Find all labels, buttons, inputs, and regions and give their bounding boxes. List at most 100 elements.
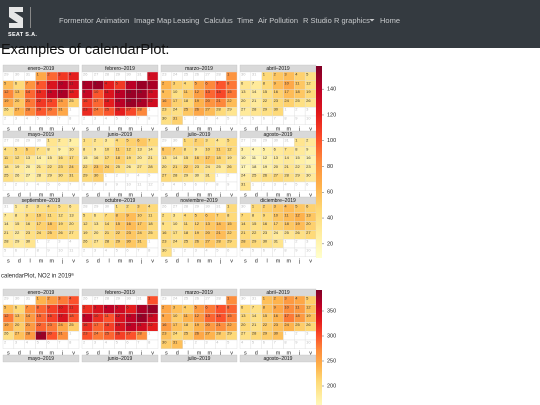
- nav-link[interactable]: Leasing: [173, 16, 200, 25]
- day-label: 17: [105, 155, 110, 160]
- other-day-label: 2: [263, 181, 266, 186]
- other-day-label: 5: [216, 247, 219, 252]
- day-label: 12: [4, 313, 9, 318]
- day-label: 25: [69, 98, 74, 103]
- weekday-label: v: [230, 192, 233, 198]
- day-label: 14: [252, 89, 257, 94]
- day-label: 31: [137, 239, 142, 244]
- day-label: 30: [274, 107, 279, 112]
- other-day-label: 6: [227, 247, 230, 252]
- nav-link[interactable]: Calculus: [204, 16, 233, 25]
- day-label: 9: [263, 212, 266, 217]
- day-label: 11: [105, 313, 110, 318]
- other-day-label: 2: [15, 181, 18, 186]
- day-label: 23: [263, 230, 268, 235]
- day-label: 12: [83, 221, 88, 226]
- weekday-label: v: [151, 258, 154, 264]
- nav-link[interactable]: Image Map: [134, 16, 172, 25]
- month-title: octubre–2019: [105, 198, 136, 204]
- day-label: 7: [252, 304, 255, 309]
- day-label: 4: [4, 146, 7, 151]
- nav-dropdown[interactable]: R graphics: [334, 16, 370, 25]
- other-day-label: 4: [105, 247, 108, 252]
- day-label: 20: [205, 98, 210, 103]
- day-label: 14: [137, 89, 142, 94]
- other-day-label: 8: [284, 247, 287, 252]
- nav-link[interactable]: Home: [380, 16, 401, 25]
- other-day-label: 31: [216, 203, 221, 208]
- day-label: 26: [195, 239, 200, 244]
- day-label: 15: [47, 155, 52, 160]
- day-label: 14: [4, 221, 9, 226]
- day-label: 1: [83, 137, 86, 142]
- day-label: 24: [173, 239, 178, 244]
- day-label: 24: [94, 107, 99, 112]
- day-label: 9: [274, 304, 277, 309]
- day-label: 9: [162, 313, 165, 318]
- day-label: 29: [83, 173, 88, 178]
- weekday-label: v: [309, 350, 312, 356]
- color-bar-label: 80: [327, 164, 333, 170]
- other-day-label: 25: [184, 295, 189, 300]
- day-label: 3: [105, 137, 108, 142]
- day-label: 25: [69, 322, 74, 327]
- weekday-label: l: [267, 126, 268, 132]
- weekday-label: v: [309, 192, 312, 198]
- day-label: 9: [162, 89, 165, 94]
- day-label: 26: [195, 331, 200, 336]
- empty-cell: [146, 247, 159, 258]
- logo: [9, 7, 31, 28]
- brand[interactable]: SEAT S.A.: [8, 32, 38, 38]
- day-label: 12: [58, 212, 63, 217]
- day-label: 11: [47, 212, 52, 217]
- day-label: 20: [306, 221, 311, 226]
- nav-link[interactable]: Animation: [96, 16, 130, 25]
- day-label: 28: [216, 107, 221, 112]
- other-day-label: 4: [205, 247, 208, 252]
- weekday-label: m: [276, 126, 281, 132]
- day-label: 10: [205, 146, 210, 151]
- day-label: 23: [83, 331, 88, 336]
- weekday-label: m: [276, 258, 281, 264]
- day-label: 10: [173, 313, 178, 318]
- day-label: 24: [137, 230, 142, 235]
- day-label: 5: [306, 295, 309, 300]
- day-label: 15: [15, 221, 20, 226]
- day-label: 1: [148, 71, 151, 76]
- day-label: 15: [116, 221, 121, 226]
- other-day-label: 8: [284, 115, 287, 120]
- weekday-label: s: [244, 258, 247, 264]
- other-day-label: 3: [195, 247, 198, 252]
- other-day-label: 4: [216, 339, 219, 344]
- nav-link[interactable]: Formentor: [59, 16, 94, 25]
- day-label: 17: [94, 322, 99, 327]
- weekday-label: m: [197, 126, 202, 132]
- other-day-label: 27: [94, 295, 99, 300]
- nav-link[interactable]: Air Pollution: [258, 16, 299, 25]
- nav-link[interactable]: Time: [237, 16, 254, 25]
- day-label: 28: [173, 173, 178, 178]
- day-label: 18: [69, 89, 74, 94]
- weekday-label: v: [72, 192, 75, 198]
- month-title: mayo–2019: [28, 132, 54, 138]
- day-label: 19: [306, 313, 311, 318]
- day-label: 12: [195, 221, 200, 226]
- day-label: 2: [162, 304, 165, 309]
- day-label: 27: [241, 331, 246, 336]
- nav-link[interactable]: R Studio: [303, 16, 332, 25]
- day-label: 10: [105, 146, 110, 151]
- day-label: 4: [116, 137, 119, 142]
- day-label: 5: [195, 304, 198, 309]
- day-label: 6: [274, 146, 277, 151]
- day-label: 31: [69, 173, 74, 178]
- day-label: 10: [94, 89, 99, 94]
- day-label: 3: [173, 80, 176, 85]
- day-label: 4: [295, 295, 298, 300]
- other-day-label: 3: [94, 339, 97, 344]
- day-label: 19: [126, 155, 131, 160]
- weekday-label: d: [176, 258, 179, 264]
- weekday-label: d: [97, 258, 100, 264]
- day-label: 14: [105, 221, 110, 226]
- day-label: 28: [26, 331, 31, 336]
- weekday-label: j: [298, 192, 300, 198]
